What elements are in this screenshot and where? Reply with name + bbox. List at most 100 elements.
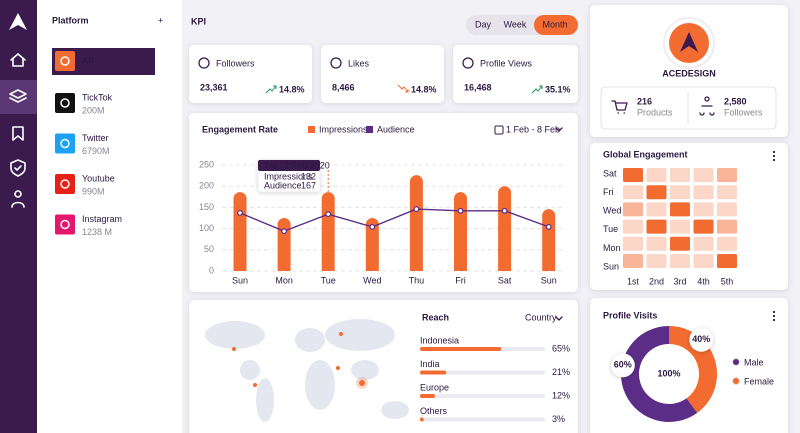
bar	[365, 218, 379, 271]
heat-cell	[670, 219, 690, 234]
heat-cell	[717, 236, 737, 251]
kpi-label: Likes	[348, 58, 370, 68]
heat-cell	[717, 219, 737, 234]
period-option[interactable]: Month	[542, 19, 567, 29]
kpi-card	[321, 45, 444, 103]
row-label: Tue	[603, 224, 618, 234]
heat-cell	[646, 185, 667, 200]
heat-cell	[670, 254, 690, 268]
platform-icon[interactable]	[55, 93, 75, 113]
y-tick-label: 100	[199, 223, 214, 233]
heat-cell	[646, 168, 667, 182]
filter[interactable]: Country	[525, 312, 557, 322]
platform-name[interactable]: All	[82, 55, 94, 65]
network-icon	[699, 96, 715, 116]
layers-icon[interactable]	[9, 89, 27, 103]
y-tick-label: 250	[199, 159, 214, 169]
tooltip-label: Impressions	[264, 171, 313, 181]
avatar-logo	[680, 32, 698, 52]
x-tick-label: Sat	[498, 275, 512, 285]
reach-bar	[420, 370, 447, 375]
col-label: 4th	[697, 276, 710, 286]
menu[interactable]	[772, 310, 776, 322]
add-button[interactable]: +	[158, 15, 163, 25]
platform-glyph	[60, 138, 70, 149]
y-tick-label: 0	[209, 265, 214, 275]
period-option[interactable]: Day	[475, 19, 492, 29]
heat-cell	[623, 202, 643, 217]
legend-label: Impressions	[319, 124, 368, 134]
platform-name[interactable]: Twitter	[82, 133, 109, 143]
row-label: Fri	[603, 187, 614, 197]
platform-glyph	[60, 219, 70, 230]
reach-card	[189, 300, 578, 433]
bar	[498, 186, 512, 271]
heat-cell	[693, 236, 714, 251]
reach-value: 65%	[552, 343, 570, 353]
kpi-value: 16,468	[464, 82, 492, 92]
x-tick-label: Mon	[275, 275, 293, 285]
reach-bar	[420, 347, 502, 351]
platform-name[interactable]: Youtube	[82, 173, 115, 183]
shield-icon[interactable]	[10, 159, 26, 177]
card-title: Global Engagement	[603, 149, 688, 159]
legend-dot	[732, 358, 740, 366]
bar	[542, 209, 556, 271]
y-tick-label: 150	[199, 202, 214, 212]
kpi-icon	[330, 57, 342, 69]
bar	[409, 175, 423, 271]
tooltip-value: 132	[301, 171, 316, 181]
platform-glyph	[60, 56, 70, 66]
panel-title: Platform	[52, 15, 89, 25]
reach-bar	[420, 394, 435, 398]
map-markers	[232, 332, 368, 389]
platform-name[interactable]: TickTok	[82, 92, 113, 102]
kpi-change: 14.8%	[279, 84, 305, 94]
tooltip-header	[258, 160, 320, 171]
kpi-value: 23,361	[200, 82, 228, 92]
menu[interactable]	[772, 150, 776, 162]
row-label: Sat	[603, 168, 617, 178]
trend-arrow	[265, 85, 277, 94]
point	[545, 224, 552, 230]
period-option[interactable]: Week	[504, 19, 527, 29]
label-bubble	[689, 327, 714, 352]
point	[413, 206, 420, 212]
platform-icon[interactable]	[55, 133, 75, 154]
date-range[interactable]: 1 Feb - 8 Feb	[506, 124, 560, 134]
y-tick-label: 200	[199, 181, 214, 191]
x-tick-label: Sun	[541, 275, 557, 285]
platform-icon[interactable]	[55, 174, 75, 194]
heat-cell	[670, 168, 690, 182]
calendar-icon[interactable]	[494, 125, 504, 135]
bookmark-icon[interactable]	[12, 126, 24, 141]
chevron[interactable]	[555, 127, 563, 132]
platform-name[interactable]: Instagram	[82, 214, 122, 224]
x-tick-label: Sun	[232, 275, 248, 285]
active-period[interactable]	[534, 15, 578, 35]
tooltip-label: Audience	[264, 180, 302, 190]
chevron[interactable]	[555, 316, 563, 321]
page-title: KPI	[191, 16, 206, 26]
label-bubble	[610, 353, 635, 378]
stat-value: 2,580	[724, 96, 747, 106]
engagement-card	[189, 113, 578, 292]
legend-swatch	[308, 126, 315, 133]
platform-icon[interactable]	[55, 214, 75, 235]
user-icon[interactable]	[11, 190, 25, 208]
reach-track	[420, 394, 545, 398]
x-tick-label: Wed	[363, 275, 381, 285]
stat-label: Products	[637, 107, 673, 117]
platform-glyph	[60, 98, 70, 108]
heat-cell	[623, 219, 643, 234]
heat-cell	[646, 236, 667, 251]
stats-box	[600, 86, 777, 130]
platform-count: 1238 M	[82, 227, 112, 237]
heat-cell	[693, 254, 714, 268]
home-icon[interactable]	[10, 53, 26, 67]
reach-value: 21%	[552, 367, 570, 377]
kpi-icon	[198, 57, 210, 69]
logo[interactable]	[9, 13, 27, 30]
kpi-card	[453, 45, 578, 103]
platform-icon[interactable]	[55, 51, 75, 71]
